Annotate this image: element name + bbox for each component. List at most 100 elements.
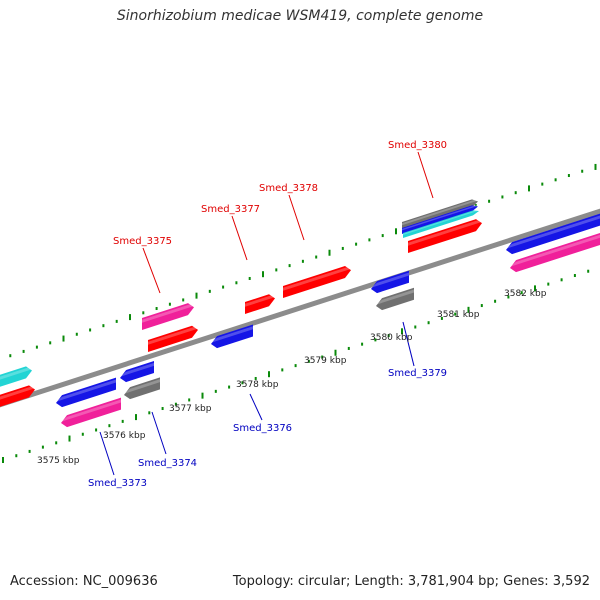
accession-text: Accession: NC_009636: [10, 574, 158, 589]
tick-mark: [488, 199, 491, 203]
gene-smed-3380-c[interactable]: [403, 209, 479, 238]
leader-line: [142, 247, 161, 294]
map-title: Sinorhizobium medicae WSM419, complete g…: [116, 8, 484, 24]
gene-smed-3374[interactable]: [120, 361, 154, 383]
leader-line: [249, 393, 263, 421]
gene-smed-3377[interactable]: [245, 294, 275, 314]
gene-features: [0, 198, 600, 428]
tick-mark: [560, 278, 563, 282]
tick-mark: [474, 204, 477, 208]
gene-label-smed-3373[interactable]: Smed_3373: [88, 478, 147, 489]
tick-mark: [81, 432, 84, 436]
tick-mark: [235, 281, 238, 285]
tick-mark: [102, 324, 105, 328]
kbp-label-3580: 3580 kbp: [370, 333, 413, 343]
tick-mark: [573, 274, 576, 278]
tick-mark: [587, 269, 590, 273]
gene-label-smed-3375[interactable]: Smed_3375: [113, 236, 172, 247]
gene-smed-3379-gray[interactable]: [376, 287, 414, 311]
tick-mark: [75, 332, 78, 336]
tick-mark: [22, 349, 25, 353]
gene-label-smed-3380[interactable]: Smed_3380: [388, 140, 447, 151]
tick-mark: [155, 307, 158, 311]
kbp-label-3577: 3577 kbp: [169, 404, 212, 414]
gene-smed-3380-b[interactable]: [402, 204, 478, 234]
tick-mark: [55, 441, 58, 445]
tick-mark: [355, 242, 358, 246]
tick-mark: [28, 449, 31, 453]
label-leaders: [99, 151, 434, 476]
gene-left-cyan[interactable]: [0, 366, 32, 390]
tick-mark: [374, 338, 377, 342]
gene-label-smed-3377[interactable]: Smed_3377: [201, 204, 260, 215]
tick-mark: [148, 411, 151, 415]
tick-mark: [208, 289, 211, 293]
tick-mark: [334, 349, 337, 356]
tick-mark: [501, 195, 504, 199]
tick-mark: [454, 312, 457, 316]
gene-left-red[interactable]: [0, 385, 35, 410]
tick-mark: [62, 335, 65, 342]
tick-mark: [514, 191, 517, 195]
tick-mark: [129, 314, 131, 321]
tick-mark: [401, 328, 403, 335]
tick-mark: [95, 428, 98, 432]
tick-mark: [174, 402, 177, 406]
kbp-label-3581: 3581 kbp: [437, 310, 480, 320]
tick-mark: [541, 182, 544, 186]
kbp-label-3575: 3575 kbp: [37, 456, 80, 466]
tick-mark: [467, 306, 470, 313]
genome-backbone: [0, 208, 600, 408]
tick-mark: [2, 457, 4, 463]
gene-smed-3375[interactable]: [148, 325, 198, 352]
tick-mark: [161, 407, 164, 411]
tick-mark: [248, 276, 251, 280]
tick-mark: [387, 334, 390, 338]
gene-smed-3375-pink[interactable]: [142, 303, 194, 330]
tick-mark: [341, 246, 344, 250]
tick-mark: [361, 342, 364, 346]
tick-mark: [534, 285, 536, 292]
kbp-label-3578: 3578 kbp: [236, 380, 279, 390]
gene-smed-3373-pink[interactable]: [61, 397, 121, 428]
tick-mark: [567, 174, 570, 178]
leader-line: [288, 194, 305, 241]
gene-smed-3373[interactable]: [56, 377, 116, 408]
tick-mark: [594, 163, 597, 170]
gene-smed-3374-gray[interactable]: [124, 377, 160, 400]
tick-mark: [507, 295, 510, 299]
gene-smed-3376[interactable]: [211, 324, 253, 349]
leader-line: [417, 151, 434, 199]
tick-mark: [581, 169, 584, 173]
tick-mark: [89, 328, 92, 332]
tick-mark: [294, 364, 297, 368]
tick-mark: [347, 346, 350, 350]
gene-smed-3378[interactable]: [283, 265, 351, 298]
kbp-label-3576: 3576 kbp: [103, 431, 146, 441]
tick-mark: [214, 389, 217, 393]
gene-right-pink[interactable]: [510, 231, 600, 273]
leader-line: [402, 321, 415, 367]
gene-label-smed-3379[interactable]: Smed_3379: [388, 368, 447, 379]
topology-summary: Topology: circular; Length: 3,781,904 bp…: [232, 574, 590, 589]
gene-smed-3379[interactable]: [371, 270, 409, 294]
tick-mark: [427, 321, 430, 325]
tick-mark: [182, 298, 185, 302]
tick-mark: [262, 271, 264, 278]
tick-mark: [315, 255, 318, 259]
gene-smed-3380[interactable]: [408, 218, 482, 253]
gene-right-blue[interactable]: [506, 212, 600, 255]
gene-label-smed-3378[interactable]: Smed_3378: [259, 183, 318, 194]
tick-mark: [115, 319, 118, 323]
tick-mark: [528, 185, 530, 192]
gene-label-smed-3374[interactable]: Smed_3374: [138, 458, 197, 469]
tick-mark: [480, 304, 483, 308]
tick-mark: [228, 385, 231, 389]
gene-label-smed-3376[interactable]: Smed_3376: [233, 423, 292, 434]
tick-mark: [188, 398, 191, 402]
tick-mark: [494, 299, 497, 303]
kbp-label-3582: 3582 kbp: [504, 289, 547, 299]
leader-line: [151, 411, 167, 455]
tick-mark: [35, 345, 38, 349]
